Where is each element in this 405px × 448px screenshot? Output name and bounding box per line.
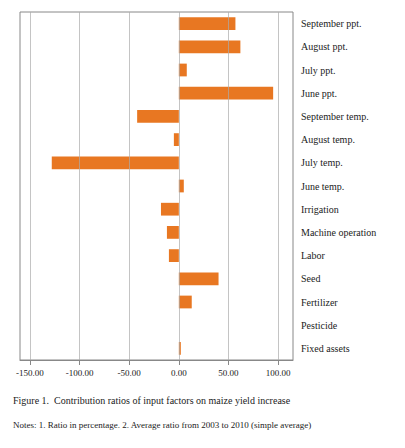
svg-text:Machine operation: Machine operation — [301, 227, 376, 238]
svg-text:August ppt.: August ppt. — [301, 41, 348, 52]
svg-text:0.00: 0.00 — [171, 368, 187, 378]
svg-text:September ppt.: September ppt. — [301, 18, 362, 29]
svg-text:September temp.: September temp. — [301, 111, 369, 122]
svg-text:Seed: Seed — [301, 273, 320, 284]
svg-text:100.00: 100.00 — [266, 368, 291, 378]
svg-text:June temp.: June temp. — [301, 181, 344, 192]
svg-text:June ppt.: June ppt. — [301, 88, 337, 99]
svg-text:Irrigation: Irrigation — [301, 204, 339, 215]
svg-text:-100.00: -100.00 — [66, 368, 94, 378]
svg-text:Labor: Labor — [301, 250, 326, 261]
svg-text:July temp.: July temp. — [301, 157, 343, 168]
svg-text:Pesticide: Pesticide — [301, 320, 338, 331]
svg-text:50.00: 50.00 — [218, 368, 239, 378]
svg-text:-50.00: -50.00 — [118, 368, 142, 378]
svg-text:July ppt.: July ppt. — [301, 65, 335, 76]
svg-text:Figure 1. Contribution ratios: Figure 1. Contribution ratios of input f… — [13, 395, 291, 406]
svg-text:Notes: 1. Ratio in percentage.: Notes: 1. Ratio in percentage. 2. Averag… — [13, 420, 311, 430]
svg-text:-150.00: -150.00 — [16, 368, 44, 378]
svg-text:Fertilizer: Fertilizer — [301, 297, 338, 308]
svg-text:August temp.: August temp. — [301, 134, 355, 145]
svg-text:Fixed assets: Fixed assets — [301, 343, 350, 354]
